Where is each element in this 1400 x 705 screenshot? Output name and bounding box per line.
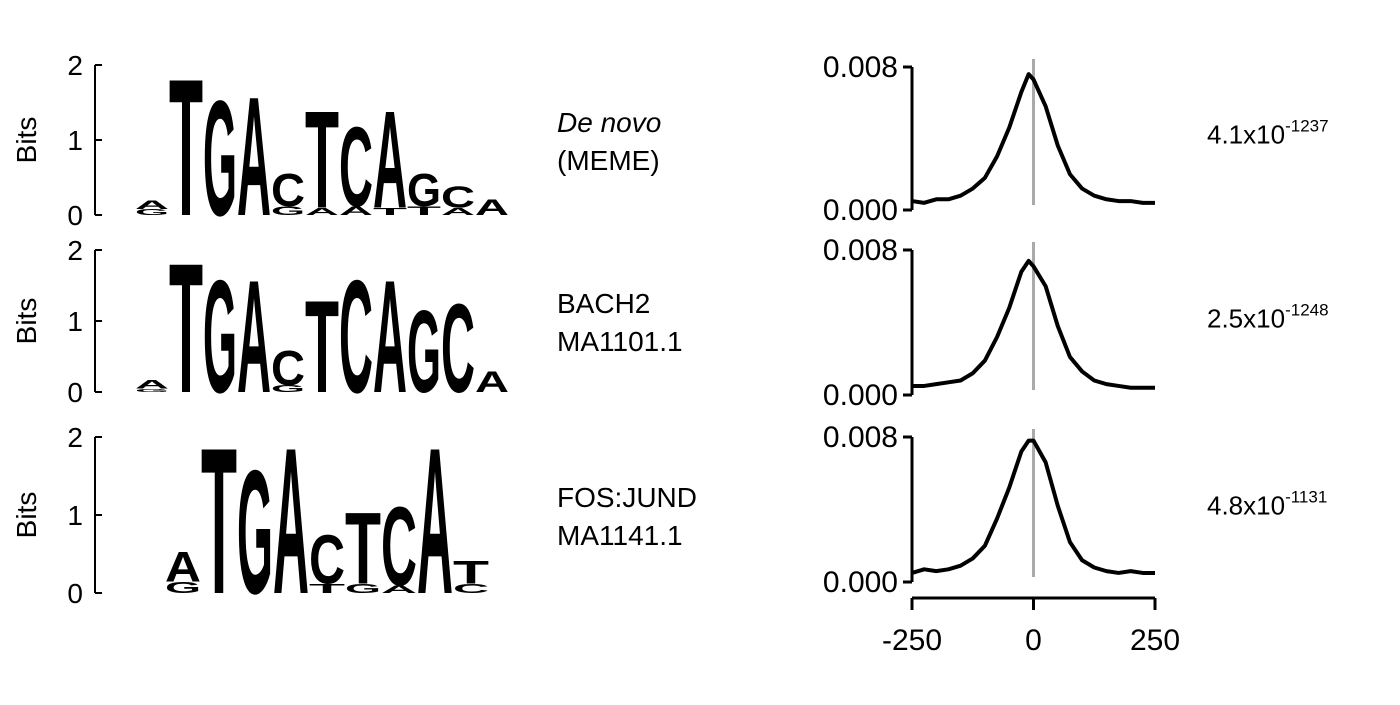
logo-letter: G: [135, 208, 169, 217]
logo-letter: C: [381, 484, 417, 610]
p-value-base: 4.8x10: [1207, 491, 1285, 521]
logo-letter: A: [237, 61, 271, 251]
logo-letter: C: [271, 164, 305, 216]
logo-letter: G: [345, 581, 381, 595]
motif-label: BACH2: [557, 288, 650, 319]
logo-letter: A: [373, 248, 407, 427]
density-line: [912, 258, 1155, 390]
p-value-base: 4.1x10: [1207, 120, 1285, 150]
motif-label: De novo: [557, 107, 661, 138]
logo-letter: T: [453, 555, 489, 591]
logo-letter: A: [135, 378, 169, 391]
y-axis-label: Bits: [11, 492, 42, 539]
logo-letter: A: [441, 206, 475, 217]
logo-letter: T: [309, 581, 345, 595]
logo-letter: C: [339, 248, 373, 427]
logo-letter: G: [407, 288, 441, 418]
p-value: 4.8x10-1131: [1207, 488, 1327, 521]
x-tick-label: 250: [1130, 624, 1180, 657]
logo-letter: G: [165, 579, 201, 597]
logo-letter: G: [271, 204, 305, 218]
y-tick-label: 0: [67, 377, 83, 408]
p-value-exponent: -1248: [1285, 301, 1328, 320]
logo-letter: A: [135, 198, 169, 212]
logo-letter: T: [373, 206, 407, 217]
logo-letter: A: [373, 81, 407, 237]
y-axis-label: Bits: [11, 117, 42, 164]
y-tick-label: 2: [67, 235, 83, 266]
logo-letter: C: [441, 279, 475, 420]
p-value-exponent: -1131: [1285, 488, 1327, 507]
logo-letter: G: [135, 388, 169, 393]
y-tick-label: 1: [67, 125, 83, 156]
logo-letter: A: [475, 365, 509, 398]
p-value-exponent: -1237: [1285, 117, 1328, 136]
y-tick-label: 1: [67, 500, 83, 531]
logo-letter: A: [305, 206, 339, 217]
y-tick-label: 0.008: [823, 51, 898, 84]
p-value: 4.1x10-1237: [1207, 117, 1329, 150]
y-axis-label: Bits: [11, 298, 42, 345]
logo-letter: A: [165, 543, 201, 591]
y-tick-label: 0.000: [823, 379, 898, 412]
motif-label: MA1141.1: [557, 520, 683, 551]
logo-letter: T: [201, 404, 237, 637]
logo-letter: G: [271, 383, 305, 394]
logo-letter: A: [339, 204, 373, 218]
y-tick-label: 0.008: [823, 421, 898, 454]
logo-letter: A: [475, 195, 509, 220]
p-value: 2.5x10-1248: [1207, 301, 1329, 334]
logo-letter: C: [441, 180, 475, 215]
p-value-base: 2.5x10: [1207, 304, 1285, 334]
logo-letter: A: [273, 404, 309, 637]
motif-label: FOS:JUND: [557, 482, 697, 513]
logo-letter: A: [381, 584, 417, 596]
logo-letter: C: [339, 103, 373, 230]
x-tick-label: 0: [1025, 624, 1042, 657]
logo-letter: C: [271, 341, 305, 395]
motif-label: MA1101.1: [557, 326, 683, 357]
logo-letter: T: [305, 273, 339, 420]
logo-letter: A: [237, 248, 271, 427]
logo-letter: G: [203, 248, 237, 427]
logo-letter: T: [169, 224, 203, 432]
logo-letter: A: [417, 404, 453, 637]
y-tick-label: 2: [67, 422, 83, 453]
logo-letter: C: [309, 521, 345, 599]
y-tick-label: 0: [67, 578, 83, 609]
logo-letter: T: [345, 493, 381, 606]
logo-letter: T: [407, 204, 441, 218]
x-tick-label: -250: [882, 624, 942, 657]
logo-letter: G: [203, 66, 237, 250]
y-tick-label: 0.000: [823, 194, 898, 227]
motif-label: (MEME): [557, 145, 660, 176]
logo-letter: C: [453, 581, 489, 595]
y-tick-label: 0.000: [823, 566, 898, 599]
y-tick-label: 1: [67, 306, 83, 337]
density-line: [911, 72, 1155, 205]
y-tick-label: 0: [67, 200, 83, 231]
density-line: [911, 438, 1155, 575]
y-tick-label: 0.008: [823, 234, 898, 267]
logo-letter: G: [237, 434, 273, 631]
logo-letter: T: [169, 37, 203, 256]
logo-letter: G: [407, 164, 441, 216]
y-tick-label: 2: [67, 50, 83, 81]
logo-letter: T: [305, 81, 339, 237]
